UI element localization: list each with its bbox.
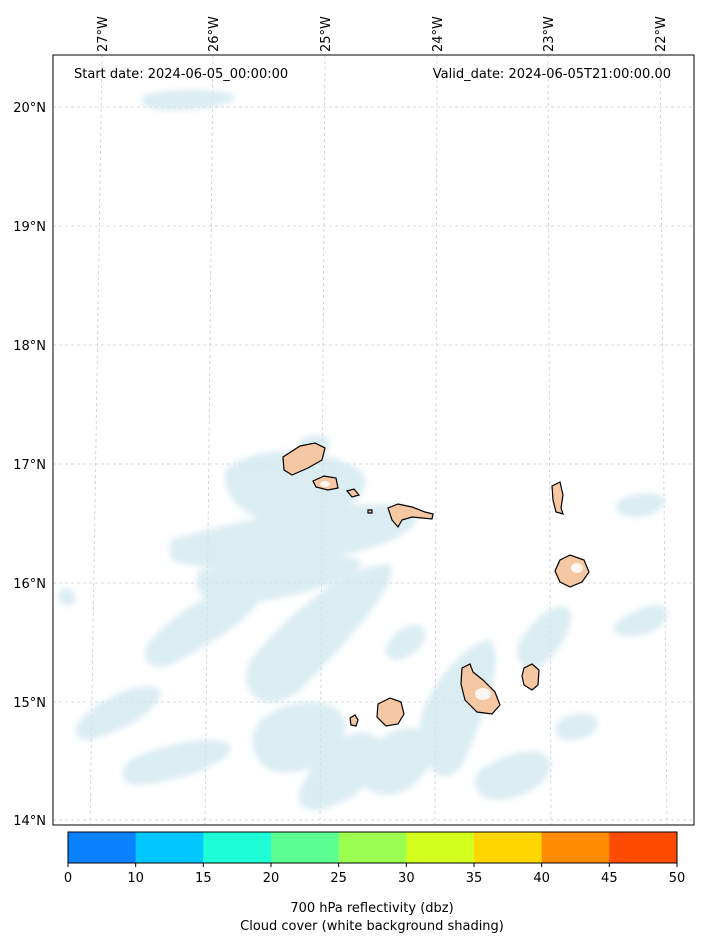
colorbar-label-line2: Cloud cover (white background shading)	[240, 919, 504, 934]
colorbar-tick-label: 50	[669, 871, 686, 886]
colorbar-tick-label: 15	[195, 871, 212, 886]
colorbar-segment	[541, 832, 610, 863]
colorbar-tick-label: 10	[127, 871, 144, 886]
cloud-band	[420, 640, 496, 777]
cloud-cover-shading	[58, 89, 668, 811]
colorbar-ticks: 0 10 15 20 25 30 35 40 45 50	[64, 863, 685, 886]
lat-label: 17°N	[13, 458, 46, 473]
island-santo-antao	[282, 442, 326, 476]
island-santa-luzia	[345, 488, 361, 498]
lat-label: 19°N	[13, 220, 46, 235]
colorbar-segment	[338, 832, 407, 863]
cloud-band	[75, 686, 161, 741]
lon-label: 27°W	[96, 16, 111, 52]
colorbar-segment	[474, 832, 543, 863]
lat-label: 16°N	[13, 577, 46, 592]
colorbar-tick-label: 45	[601, 871, 618, 886]
lat-label: 18°N	[13, 339, 46, 354]
lon-label: 22°W	[654, 16, 669, 52]
colorbar-segments	[68, 832, 678, 863]
lat-label: 14°N	[13, 814, 46, 829]
colorbar-border	[67, 831, 678, 864]
colorbar-tick-label: 35	[466, 871, 483, 886]
colorbar-segment	[68, 832, 137, 863]
colorbar-segment	[135, 832, 204, 863]
highlight	[475, 688, 491, 700]
map-panel: Start date: 2024-06-05_00:00:00 Valid_da…	[13, 16, 695, 829]
cloud-band	[357, 728, 433, 795]
highlight	[320, 481, 330, 487]
colorbar-tick-label: 30	[398, 871, 415, 886]
colorbar: 0 10 15 20 25 30 35 40 45 50 700 hPa reflectivity…	[64, 831, 685, 934]
land-cloud-highlights	[320, 481, 583, 700]
island-fogo	[376, 697, 405, 727]
meridian-line	[659, 55, 668, 825]
colorbar-segment	[203, 832, 272, 863]
longitude-labels: 27°W 26°W 25°W 24°W 23°W 22°W	[96, 16, 669, 52]
cloud-band	[616, 493, 665, 518]
meridian-line	[547, 55, 552, 825]
colorbar-segment	[406, 832, 475, 863]
lat-label: 20°N	[13, 101, 46, 116]
cloud-band	[175, 596, 241, 646]
meridian-line	[89, 55, 103, 825]
cloud-band	[613, 605, 668, 637]
colorbar-segment	[271, 832, 340, 863]
lon-label: 26°W	[207, 16, 222, 52]
cloud-band	[141, 89, 236, 111]
cloud-band	[475, 751, 551, 800]
island-sao-nicolau	[387, 503, 434, 529]
lon-label: 23°W	[542, 16, 557, 52]
lon-label: 24°W	[431, 16, 446, 52]
cloud-band	[298, 732, 382, 811]
colorbar-tick-label: 40	[533, 871, 550, 886]
colorbar-label-line1: 700 hPa reflectivity (dbz)	[290, 901, 453, 916]
latitude-labels: 20°N 19°N 18°N 17°N 16°N 15°N 14°N	[13, 101, 46, 829]
island-maio	[521, 663, 540, 691]
colorbar-tick-label: 20	[263, 871, 280, 886]
island-sal	[551, 481, 564, 515]
lat-label: 15°N	[13, 696, 46, 711]
meridian-line	[434, 55, 438, 825]
valid-date-label: Valid_date: 2024-06-05T21:00:00.00	[433, 67, 671, 82]
island-raso	[367, 509, 373, 514]
island-brava	[349, 714, 359, 727]
lon-label: 25°W	[319, 16, 334, 52]
map-border	[52, 54, 695, 826]
cloud-band	[555, 713, 598, 741]
colorbar-tick-label: 0	[64, 871, 72, 886]
colorbar-tick-label: 25	[330, 871, 347, 886]
start-date-label: Start date: 2024-06-05_00:00:00	[74, 67, 288, 82]
cloud-band	[385, 624, 426, 660]
cloud-band	[58, 588, 76, 606]
cloud-band	[224, 451, 366, 526]
meridian-line	[204, 55, 214, 825]
island-boa-vista	[554, 554, 590, 588]
colorbar-segment	[609, 832, 678, 863]
cloud-band	[122, 740, 231, 786]
cloud-band	[516, 606, 571, 669]
cloud-band	[246, 564, 392, 703]
cloud-band	[170, 504, 418, 569]
highlight	[571, 563, 583, 573]
